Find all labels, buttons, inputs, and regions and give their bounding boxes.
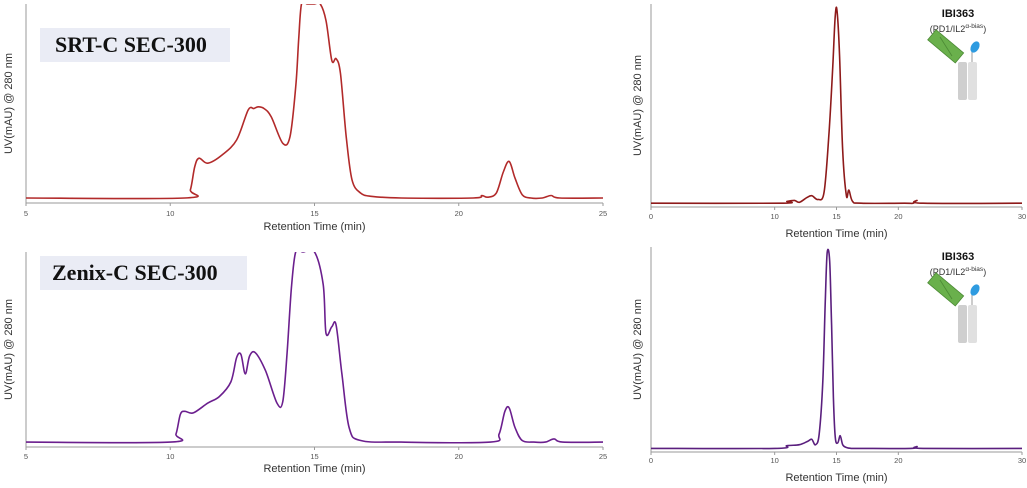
- molecule-icon: [927, 272, 980, 343]
- molecule-icon: [927, 29, 980, 100]
- chromatogram-trace: [651, 248, 1022, 450]
- chromatogram-trace: [26, 4, 603, 200]
- subtitle-superscript: α-bias: [965, 266, 984, 273]
- product-subtitle: (PD1/IL2α-bias): [930, 23, 986, 34]
- x-tick-label: 15: [310, 209, 318, 218]
- y-axis-label: UV(mAU) @ 280 nm: [3, 299, 15, 400]
- il2-shape: [970, 284, 980, 296]
- x-tick-label: 15: [310, 452, 318, 461]
- x-axis-label: Retention Time (min): [263, 463, 365, 475]
- title-box: [40, 28, 230, 62]
- chart-title: SRT-C SEC-300: [55, 32, 207, 57]
- title-box: [40, 256, 247, 290]
- chromatogram-trace: [651, 6, 1022, 205]
- chromatogram-trace: [26, 252, 603, 444]
- subtitle-text-end: ): [983, 24, 986, 34]
- fc-stem-shape: [968, 305, 977, 343]
- x-tick-label: 20: [455, 209, 463, 218]
- x-tick-label: 5: [24, 209, 28, 218]
- x-tick-label: 15: [832, 456, 840, 465]
- fc-stem-shape: [958, 305, 967, 343]
- x-tick-label: 0: [649, 456, 653, 465]
- subtitle-superscript: α-bias: [965, 23, 984, 30]
- x-tick-label: 25: [599, 452, 607, 461]
- x-tick-label: 15: [832, 212, 840, 221]
- x-axis-label: Retention Time (min): [263, 221, 365, 233]
- fc-stem-shape: [958, 62, 967, 100]
- chart-panel-1: 5 10 15 20 25 Retention Time (min) UV(mAU) @ 2…: [3, 4, 607, 233]
- x-tick-label: 20: [894, 212, 902, 221]
- x-tick-label: 5: [24, 452, 28, 461]
- y-axis-label: UV(mAU) @ 280 nm: [632, 55, 644, 156]
- x-tick-label: 10: [166, 452, 174, 461]
- product-name: IBI363: [942, 8, 974, 20]
- x-tick-label: 30: [1018, 456, 1026, 465]
- x-tick-label: 10: [770, 456, 778, 465]
- x-axis-label: Retention Time (min): [785, 472, 887, 484]
- x-tick-label: 25: [599, 209, 607, 218]
- subtitle-text: (PD1/IL2: [930, 24, 966, 34]
- product-name: IBI363: [942, 251, 974, 263]
- y-axis-label: UV(mAU) @ 280 nm: [3, 53, 15, 154]
- subtitle-text-end: ): [983, 267, 986, 277]
- chart-title: Zenix-C SEC-300: [52, 260, 218, 285]
- chart-panel-3: 0 10 15 20 30 Retention Time (min) UV(mAU) @ 2…: [632, 4, 1026, 240]
- x-tick-label: 10: [770, 212, 778, 221]
- x-axis-label: Retention Time (min): [785, 228, 887, 240]
- chart-panel-2: 5 10 15 20 25 Retention Time (min) UV(mAU) @ 2…: [3, 252, 607, 475]
- x-tick-label: 10: [166, 209, 174, 218]
- chart-panel-4: 0 10 15 20 30 Retention Time (min) UV(mAU) @ 2…: [632, 247, 1026, 484]
- product-subtitle: (PD1/IL2α-bias): [930, 266, 986, 277]
- x-tick-label: 30: [1018, 212, 1026, 221]
- subtitle-text: (PD1/IL2: [930, 267, 966, 277]
- x-tick-label: 20: [894, 456, 902, 465]
- x-tick-label: 0: [649, 212, 653, 221]
- x-tick-label: 20: [455, 452, 463, 461]
- il2-shape: [970, 41, 980, 53]
- fc-stem-shape: [968, 62, 977, 100]
- y-axis-label: UV(mAU) @ 280 nm: [632, 299, 644, 400]
